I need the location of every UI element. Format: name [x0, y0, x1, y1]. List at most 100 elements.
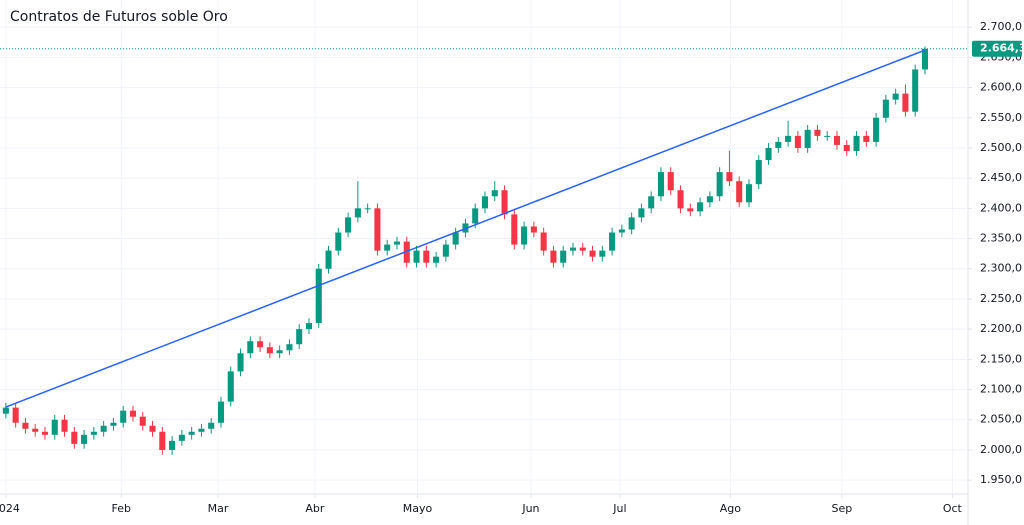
candle-body — [247, 341, 254, 354]
y-tick-label: 2.200,0 — [980, 322, 1022, 335]
y-tick-label: 2.700,0 — [980, 20, 1022, 33]
candle-body — [540, 232, 547, 251]
candle-body — [843, 144, 850, 151]
candle-body — [853, 135, 860, 151]
trend-line — [5, 49, 926, 408]
candle-body — [442, 244, 449, 257]
candle-body — [178, 434, 185, 441]
x-tick-label: Oct — [943, 502, 963, 515]
candle-body — [100, 425, 107, 432]
candle-body — [501, 190, 508, 215]
y-tick-label: 2.550,0 — [980, 111, 1022, 124]
x-tick-label: Abr — [305, 502, 325, 515]
candle-body — [286, 344, 293, 351]
candle-body — [413, 250, 420, 263]
candle-body — [110, 422, 117, 426]
candle-body — [237, 353, 244, 372]
candle-body — [51, 419, 58, 435]
candle-body — [266, 347, 273, 354]
candle-body — [569, 247, 577, 251]
candle-body — [697, 202, 704, 212]
y-tick-label: 2.300,0 — [980, 262, 1022, 275]
last-price-label: 2.664,3 — [980, 42, 1024, 55]
candle-body — [579, 247, 586, 251]
candle-body — [22, 422, 29, 429]
x-tick-label: Sep — [831, 502, 852, 515]
candle-body — [677, 190, 684, 209]
candle-body — [775, 141, 782, 148]
candle-body — [638, 208, 645, 218]
candle-body — [706, 196, 713, 203]
y-tick-label: 2.600,0 — [980, 81, 1022, 94]
candle-body — [364, 208, 371, 210]
candle-body — [345, 217, 352, 233]
candle-body — [599, 250, 606, 257]
candle-body — [902, 93, 909, 112]
candle-body — [824, 135, 831, 137]
candle-body — [589, 250, 596, 257]
candle-body — [159, 431, 166, 450]
candle-body — [511, 214, 518, 245]
candle-body — [433, 256, 440, 263]
candle-body — [804, 129, 811, 148]
candle-body — [521, 226, 528, 245]
y-tick-label: 2.250,0 — [980, 292, 1022, 305]
candle-body — [139, 416, 146, 426]
candle-body — [354, 208, 361, 218]
candle-body — [188, 431, 195, 435]
candle-body — [921, 48, 929, 70]
y-tick-label: 2.000,0 — [980, 443, 1022, 456]
candle-body — [384, 244, 391, 251]
candle-body — [794, 135, 801, 148]
candle-body — [129, 410, 137, 417]
candle-body — [667, 172, 674, 191]
y-tick-label: 2.100,0 — [980, 383, 1022, 396]
candle-body — [227, 371, 234, 402]
candle-body — [90, 431, 97, 435]
y-tick-label: 1.950,0 — [980, 473, 1022, 486]
x-tick-label: Ago — [720, 502, 742, 515]
candle-body — [882, 99, 889, 118]
candle-body — [61, 419, 68, 432]
candle-body — [81, 434, 88, 444]
y-tick-label: 2.150,0 — [980, 352, 1022, 365]
candle-body — [305, 323, 313, 330]
candle-body — [198, 428, 205, 432]
candle-body — [217, 401, 225, 423]
x-tick-label: Jul — [612, 502, 626, 515]
candle-body — [374, 208, 381, 251]
y-tick-label: 2.400,0 — [980, 201, 1022, 214]
candle-body — [912, 69, 919, 112]
candle-body — [609, 232, 616, 251]
candle-body — [481, 196, 489, 209]
candle-body — [2, 407, 9, 414]
candle-body — [41, 431, 49, 435]
candle-body — [472, 208, 479, 224]
y-tick-label: 2.450,0 — [980, 171, 1022, 184]
candle-body — [560, 250, 567, 263]
candle-body — [716, 172, 723, 197]
candle-body — [873, 117, 880, 142]
candle-body — [687, 208, 694, 212]
candle-body — [785, 135, 792, 142]
candle-body — [648, 196, 655, 209]
candle-body — [315, 268, 322, 324]
candle-body — [120, 410, 127, 423]
candle-body — [833, 135, 841, 145]
x-tick-label: 2024 — [0, 502, 20, 515]
candle-body — [765, 147, 772, 161]
x-tick-label: Mayo — [403, 502, 433, 515]
candle-body — [169, 440, 176, 450]
candle-body — [452, 232, 459, 245]
y-tick-label: 2.050,0 — [980, 413, 1022, 426]
candle-body — [149, 425, 156, 432]
candle-body — [335, 232, 342, 251]
candle-body — [892, 93, 899, 100]
candle-body — [276, 350, 283, 354]
y-tick-label: 2.500,0 — [980, 141, 1022, 154]
candle-body — [12, 407, 19, 423]
candle-body — [71, 431, 78, 444]
candle-body — [736, 181, 743, 203]
